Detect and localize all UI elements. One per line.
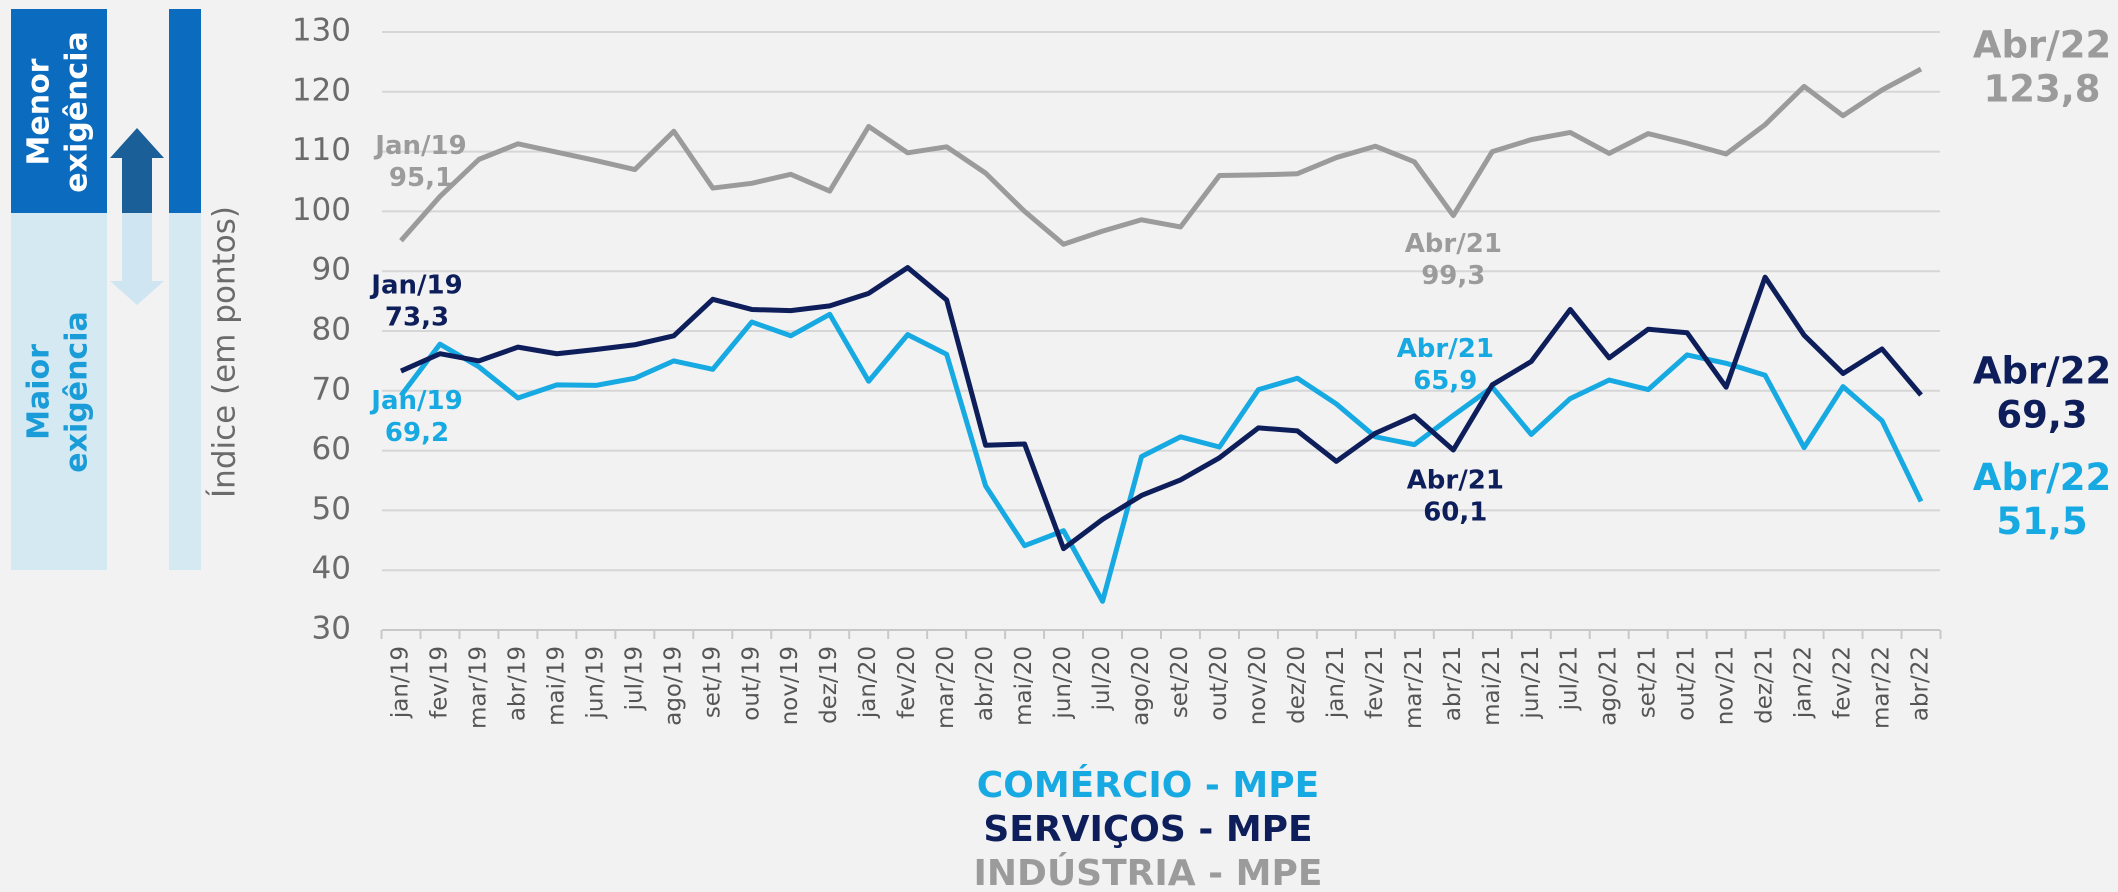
x-tick-label: jan/20: [855, 646, 881, 719]
y-tick-label: 40: [312, 551, 351, 587]
x-tick-label: mai/21: [1479, 646, 1505, 726]
end-label: Abr/22: [1973, 24, 2111, 67]
x-tick-label: jul/20: [1089, 646, 1115, 711]
point-label: Abr/21: [1397, 334, 1494, 364]
x-tick-label: jan/19: [388, 646, 414, 719]
value-label: 69,2: [385, 418, 449, 448]
x-tick-label: out/19: [738, 646, 764, 721]
y-tick-label: 80: [312, 312, 351, 348]
value-label: 65,9: [1413, 366, 1477, 396]
x-tick-label: mar/20: [933, 646, 959, 729]
top-box: [11, 9, 107, 213]
x-tick-label: dez/21: [1752, 646, 1778, 724]
x-tick-label: abr/20: [972, 646, 998, 721]
legend-entry: COMÉRCIO - MPE: [977, 764, 1319, 806]
end-label: Abr/22: [1973, 349, 2111, 392]
x-tick-label: dez/20: [1284, 646, 1310, 724]
x-tick-label: fev/20: [894, 646, 920, 719]
y-tick-label: 50: [312, 491, 351, 527]
value-label: 95,1: [389, 163, 453, 193]
end-value-label: 69,3: [1996, 393, 2087, 436]
x-tick-label: mar/19: [465, 646, 491, 729]
y-axis-label: Índice (em pontos): [207, 206, 243, 498]
x-tick-label: ago/20: [1128, 646, 1154, 726]
down-arrow: [110, 213, 164, 305]
x-tick-label: mai/19: [543, 646, 569, 726]
x-tick-label: out/20: [1206, 646, 1232, 721]
x-tick-label: set/20: [1167, 646, 1193, 718]
point-label: Jan/19: [373, 131, 466, 161]
x-tick-label: nov/19: [777, 646, 803, 725]
point-label: Jan/19: [369, 386, 462, 416]
x-tick-label: jun/21: [1518, 646, 1544, 720]
top-bar: [169, 9, 201, 213]
y-tick-label: 100: [292, 192, 351, 228]
x-tick-label: fev/22: [1830, 646, 1856, 719]
top-label: Menor: [22, 58, 57, 165]
end-label: Abr/22: [1973, 456, 2111, 499]
y-tick-label: 70: [312, 371, 351, 407]
bottom-label: exigência: [60, 311, 95, 472]
bottom-label: Maior: [22, 344, 57, 440]
end-value-label: 123,8: [1983, 68, 2100, 111]
x-tick-label: abr/19: [504, 646, 530, 721]
bottom-bar: [169, 213, 201, 570]
x-tick-label: dez/19: [816, 646, 842, 724]
value-label: 60,1: [1423, 498, 1487, 528]
point-label: Jan/19: [369, 271, 462, 301]
x-tick-label: ago/19: [660, 646, 686, 726]
value-label: 73,3: [385, 303, 449, 333]
x-tick-label: mar/21: [1401, 646, 1427, 729]
x-tick-label: ago/21: [1596, 646, 1622, 726]
x-tick-label: out/21: [1674, 646, 1700, 721]
x-tick-label: set/21: [1635, 646, 1661, 718]
x-tick-label: nov/20: [1245, 646, 1271, 725]
top-label: exigência: [60, 31, 95, 192]
x-tick-label: jan/21: [1323, 646, 1349, 719]
up-arrow: [110, 128, 164, 213]
x-tick-label: jun/19: [582, 646, 608, 720]
bottom-box: [11, 213, 107, 570]
x-tick-label: abr/22: [1908, 646, 1934, 721]
x-tick-label: abr/21: [1440, 646, 1466, 721]
x-tick-label: jul/21: [1557, 646, 1583, 711]
y-tick-label: 60: [312, 431, 351, 467]
scale-panel: Menor exigência Maior exigência: [11, 9, 201, 570]
x-tick-label: jun/20: [1050, 646, 1076, 720]
x-tick-label: jan/22: [1791, 646, 1817, 719]
x-tick-label: mai/20: [1011, 646, 1037, 726]
point-label: Abr/21: [1405, 229, 1502, 259]
value-label: 99,3: [1421, 261, 1485, 291]
y-tick-label: 90: [312, 252, 351, 288]
x-tick-label: set/19: [699, 646, 725, 718]
series-line: [399, 66, 1923, 247]
x-tick-label: fev/21: [1362, 646, 1388, 719]
series-line: [399, 311, 1924, 604]
x-tick-label: mar/22: [1869, 646, 1895, 729]
y-tick-label: 130: [292, 13, 351, 49]
end-value-label: 51,5: [1996, 500, 2087, 543]
y-tick-label: 120: [292, 72, 351, 108]
legend-entry: INDÚSTRIA - MPE: [974, 852, 1323, 892]
x-tick-label: nov/21: [1713, 646, 1739, 725]
y-tick-label: 30: [312, 611, 351, 647]
x-tick-label: jul/19: [621, 646, 647, 711]
series-line: [399, 265, 1923, 552]
point-label: Abr/21: [1407, 466, 1504, 496]
legend-entry: SERVIÇOS - MPE: [983, 809, 1312, 850]
x-tick-label: fev/19: [426, 646, 452, 719]
y-tick-label: 110: [292, 132, 351, 168]
